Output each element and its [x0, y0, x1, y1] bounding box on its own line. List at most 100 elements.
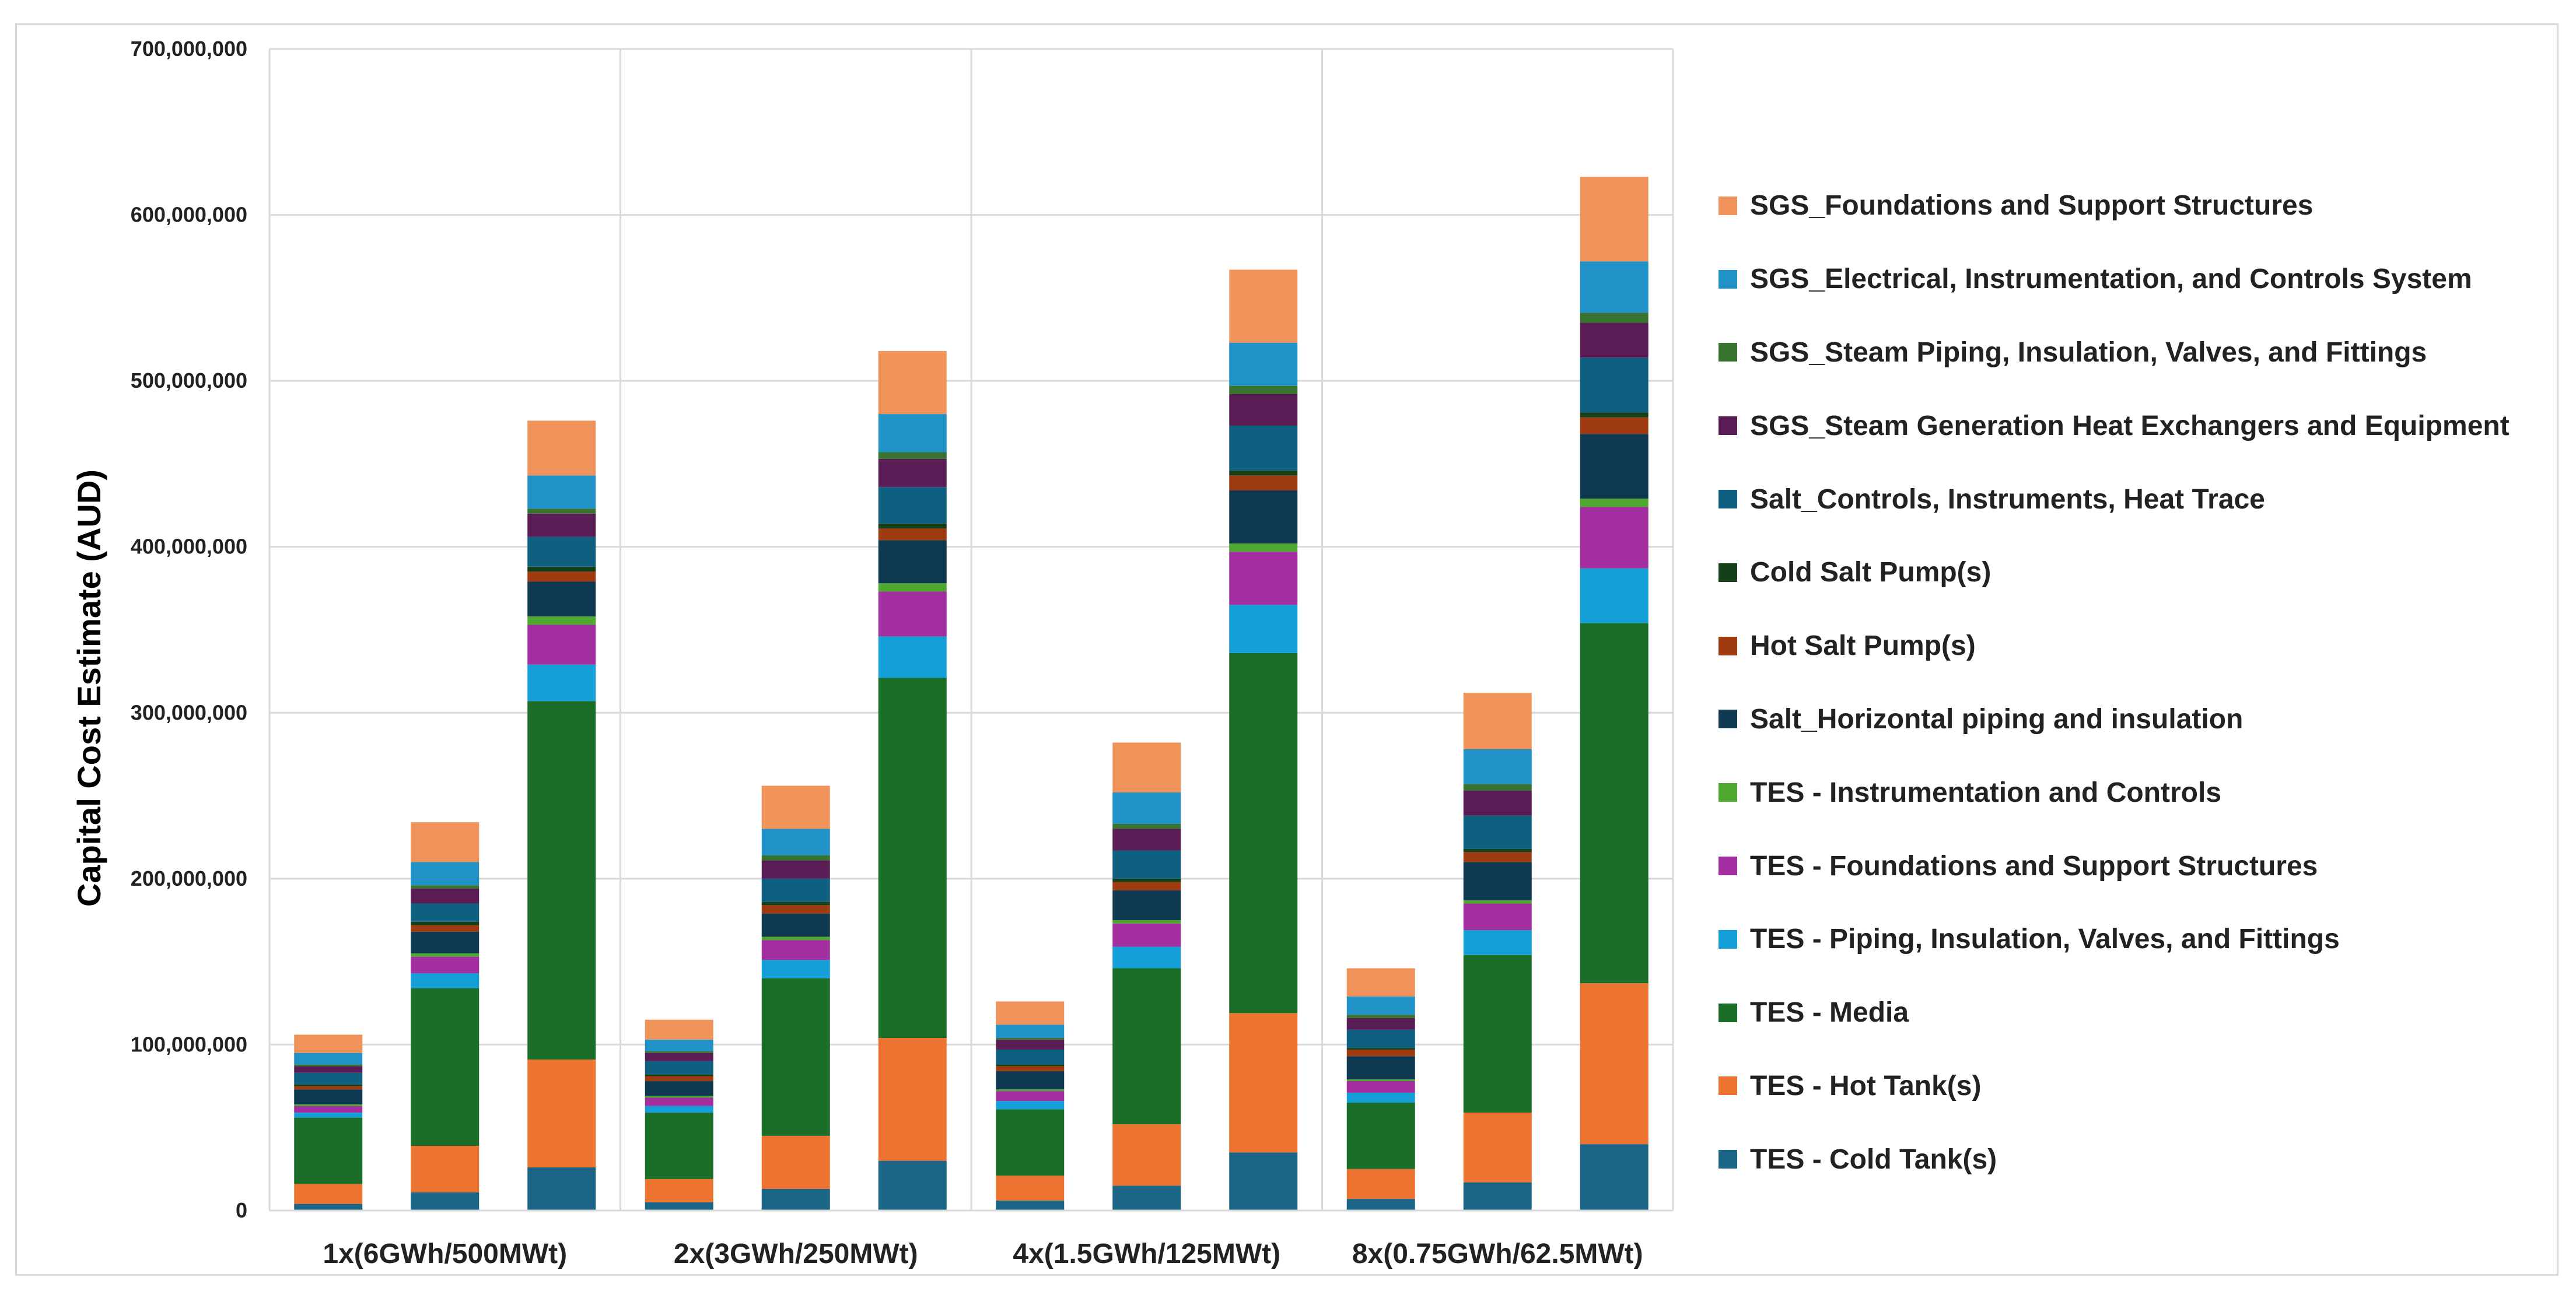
legend-swatch — [1718, 490, 1737, 509]
bar-segment-12 — [411, 885, 480, 889]
bar-segment-6 — [1229, 543, 1298, 552]
legend-swatch — [1718, 416, 1737, 436]
bar-segment-8 — [761, 905, 830, 914]
bar-segment-5 — [1463, 903, 1532, 931]
legend-swatch — [1718, 1076, 1737, 1096]
legend-item: TES - Foundations and Support Structures — [1718, 829, 2510, 903]
bar-segment-1 — [996, 1200, 1065, 1211]
bar-segment-4 — [411, 973, 480, 988]
legend-item: SGS_Steam Piping, Insulation, Valves, an… — [1718, 316, 2510, 390]
bar-segment-14 — [645, 1019, 713, 1040]
bar-segment-7 — [761, 913, 830, 937]
bar-segment-6 — [761, 936, 830, 941]
legend-label: TES - Instrumentation and Controls — [1750, 777, 2222, 808]
legend-item: Cold Salt Pump(s) — [1718, 536, 2510, 609]
bar-segment-3 — [1112, 968, 1181, 1125]
bar-segment-11 — [761, 860, 830, 879]
legend: SGS_Foundations and Support Structures SG… — [1718, 169, 2510, 1196]
legend-label: TES - Foundations and Support Structures — [1750, 850, 2318, 882]
legend-swatch — [1718, 857, 1737, 876]
x-group-label: 1x(6GWh/500MWt) — [323, 1239, 567, 1269]
bar-segment-9 — [527, 566, 596, 572]
bar-segment-14 — [996, 1001, 1065, 1025]
bar-segment-10 — [1346, 1029, 1415, 1048]
bar-segment-9 — [878, 523, 947, 529]
bar-segment-2 — [761, 1135, 830, 1190]
bar-segment-4 — [527, 664, 596, 701]
bar-segment-7 — [1229, 490, 1298, 544]
legend-swatch — [1718, 343, 1737, 362]
bar-segment-1 — [878, 1160, 947, 1211]
bar-segment-4 — [1112, 946, 1181, 969]
bar-segment-13 — [645, 1039, 713, 1051]
y-tick-label: 100,000,000 — [131, 1032, 247, 1056]
bar-segment-14 — [761, 785, 830, 829]
bar-segment-8 — [1463, 852, 1532, 862]
bar-segment-9 — [761, 901, 830, 906]
bar-segment-2 — [1346, 1169, 1415, 1199]
legend-swatch — [1718, 196, 1737, 215]
legend-label: TES - Piping, Insulation, Valves, and Fi… — [1750, 924, 2340, 955]
legend-label: Cold Salt Pump(s) — [1750, 557, 1992, 588]
bar-segment-1 — [411, 1192, 480, 1211]
bar-segment-10 — [645, 1061, 713, 1075]
bar-segment-7 — [645, 1081, 713, 1096]
bar-segment-3 — [1346, 1103, 1415, 1169]
legend-label: SGS_Electrical, Instrumentation, and Con… — [1750, 264, 2472, 295]
bar-segment-6 — [294, 1104, 363, 1106]
bar-segment-10 — [1463, 815, 1532, 849]
bar-segment-13 — [411, 862, 480, 886]
bar-segment-9 — [294, 1084, 363, 1086]
bar-segment-10 — [527, 536, 596, 567]
bar-segment-9 — [1463, 848, 1532, 853]
bar-segment-5 — [1346, 1081, 1415, 1093]
bar-segment-10 — [1580, 357, 1648, 413]
bar-segment-8 — [527, 571, 596, 582]
legend-label: TES - Cold Tank(s) — [1750, 1143, 1997, 1175]
legend-item: TES - Hot Tank(s) — [1718, 1050, 2510, 1123]
bar-segment-7 — [411, 931, 480, 953]
bar-segment-5 — [1112, 923, 1181, 947]
legend-label: TES - Hot Tank(s) — [1750, 1070, 1982, 1101]
bar-segment-8 — [294, 1086, 363, 1090]
bar-segment-13 — [1346, 996, 1415, 1015]
legend-item: TES - Instrumentation and Controls — [1718, 756, 2510, 829]
bar-segment-12 — [996, 1038, 1065, 1040]
bar-segment-9 — [1346, 1048, 1415, 1050]
bar-segment-7 — [996, 1071, 1065, 1090]
bar-segment-11 — [411, 888, 480, 904]
bar-segment-5 — [1580, 507, 1648, 569]
bar-segment-9 — [1580, 412, 1648, 418]
legend-label: SGS_Steam Generation Heat Exchangers and… — [1750, 410, 2510, 441]
y-axis-label: Capital Cost Estimate (AUD) — [71, 469, 107, 907]
x-group-label: 8x(0.75GWh/62.5MWt) — [1352, 1239, 1643, 1269]
bar-segment-13 — [878, 414, 947, 452]
bar-segment-12 — [645, 1051, 713, 1053]
bar-segment-3 — [527, 701, 596, 1060]
bar-segment-14 — [878, 350, 947, 415]
bar-segment-12 — [527, 508, 596, 514]
bar-segment-12 — [294, 1064, 363, 1067]
bar-segment-6 — [1346, 1079, 1415, 1082]
bar-segment-3 — [996, 1109, 1065, 1176]
legend-swatch — [1718, 710, 1737, 729]
bar-segment-1 — [527, 1167, 596, 1211]
bar-segment-5 — [996, 1091, 1065, 1101]
bar-segment-3 — [411, 988, 480, 1146]
bar-segment-1 — [294, 1204, 363, 1211]
bar-segment-12 — [1229, 385, 1298, 394]
legend-item: SGS_Foundations and Support Structures — [1718, 169, 2510, 243]
bar-segment-5 — [1229, 552, 1298, 605]
bar-segment-3 — [878, 678, 947, 1039]
legend-item: Hot Salt Pump(s) — [1718, 609, 2510, 683]
legend-swatch — [1718, 783, 1737, 802]
bar-segment-2 — [527, 1060, 596, 1168]
bar-segment-6 — [1112, 920, 1181, 924]
bar-segment-8 — [411, 925, 480, 932]
bar-segment-1 — [1463, 1182, 1532, 1211]
bar-segment-3 — [761, 978, 830, 1136]
bar-segment-1 — [1112, 1185, 1181, 1211]
legend-item: SGS_Steam Generation Heat Exchangers and… — [1718, 389, 2510, 462]
bar-segment-7 — [1112, 890, 1181, 920]
